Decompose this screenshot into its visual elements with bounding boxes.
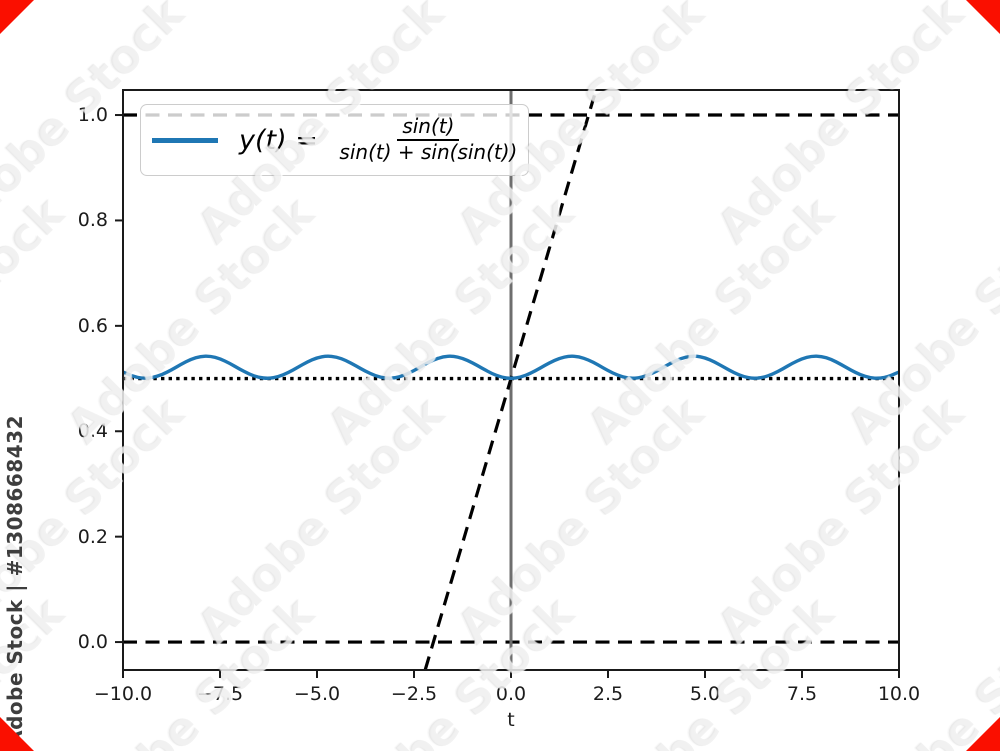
x-tick-label: 10.0 xyxy=(877,683,921,705)
x-tick-label: 5.0 xyxy=(689,683,721,705)
y-tick-label: 0.2 xyxy=(77,525,108,548)
legend-line-sample xyxy=(152,137,218,143)
y-tick-label: 0.4 xyxy=(77,420,108,443)
legend-fraction-denominator: sin(t) + sin(sin(t)) xyxy=(339,140,518,164)
curve-series xyxy=(122,354,900,380)
y-tick-label: 0.8 xyxy=(77,209,108,232)
y-tick-label: 1.0 xyxy=(77,104,108,127)
corner-triangle-top-right xyxy=(966,0,1000,34)
x-tick-label: −7.5 xyxy=(196,683,244,705)
x-tick-label: −2.5 xyxy=(390,683,438,705)
legend-fraction-numerator: sin(t) xyxy=(397,115,460,141)
y-tick-label: 0.0 xyxy=(77,631,108,654)
oblique-dashed xyxy=(423,89,598,671)
legend-fraction: sin(t) sin(t) + sin(sin(t)) xyxy=(334,115,522,164)
corner-triangle-bottom-left xyxy=(0,717,34,751)
x-tick-label: −5.0 xyxy=(293,683,341,705)
legend: y(t) = sin(t) sin(t) + sin(sin(t)) xyxy=(140,104,529,176)
y-tick-label: 0.6 xyxy=(77,314,108,337)
corner-triangle-top-left xyxy=(0,0,34,34)
x-tick-label: 0.0 xyxy=(495,683,527,705)
legend-label-lhs: y(t) = xyxy=(239,124,327,156)
x-tick-label: 2.5 xyxy=(592,683,624,705)
x-tick-label: 7.5 xyxy=(786,683,818,705)
x-tick-label: −10.0 xyxy=(93,683,153,705)
x-axis-label: t xyxy=(507,709,515,731)
stock-id-text: Adobe Stock | #1308668432 xyxy=(3,415,27,746)
corner-triangle-bottom-right xyxy=(966,717,1000,751)
